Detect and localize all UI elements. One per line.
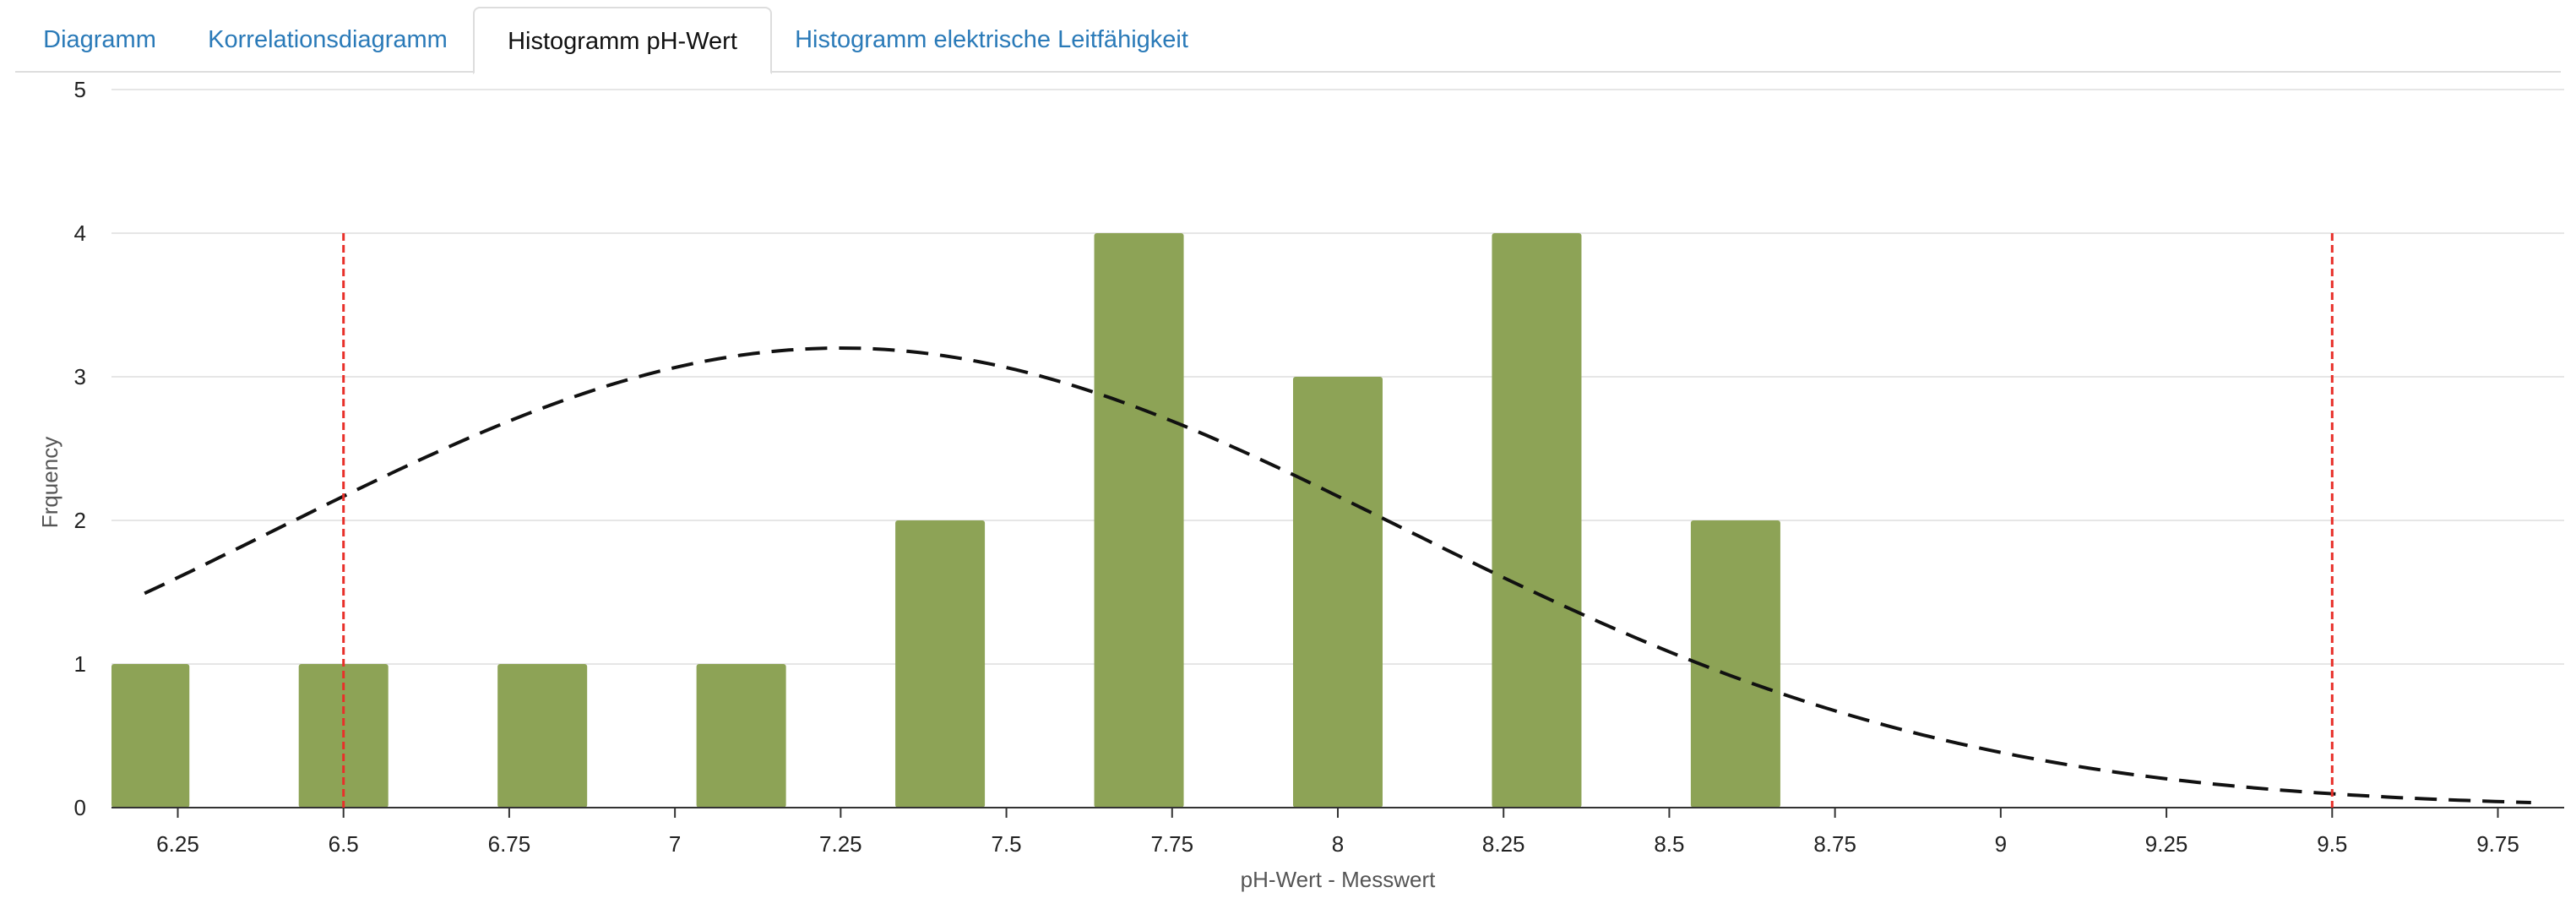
x-axis-title: pH-Wert - Messwert [1241,867,1436,892]
x-tick-label: 8 [1332,831,1344,857]
tab-diagramm[interactable]: Diagramm [43,26,156,53]
x-tick-label: 8.75 [1813,831,1856,857]
y-axis-title: Frquency [37,437,62,528]
x-tick-label: 9.75 [2476,831,2519,857]
x-tick-label: 6.75 [488,831,531,857]
normal-distribution-curve [144,346,2531,804]
x-tick-label: 8.5 [1654,831,1684,857]
x-tick-label: 9 [1995,831,2007,857]
y-tick-label: 0 [74,795,86,820]
x-tick-label: 7.5 [991,831,1021,857]
tab-korrelationsdiagramm[interactable]: Korrelationsdiagramm [208,26,448,53]
histogram-bar [1690,520,1780,808]
x-tick-label: 7 [669,831,681,857]
y-tick-label: 1 [74,651,86,677]
y-tick-label: 5 [74,77,86,102]
y-tick-label: 4 [74,220,86,246]
histogram-bar [1293,377,1383,808]
histogram-bar [1094,233,1184,808]
histogram-bar [895,520,986,808]
x-tick-label: 9.5 [2317,831,2347,857]
tab-bar: Diagramm Korrelationsdiagramm Histogramm… [15,0,2561,74]
histogram-bar [696,664,786,808]
x-tick-label: 7.25 [819,831,862,857]
x-tick-label: 8.25 [1482,831,1525,857]
y-tick-label: 3 [74,364,86,389]
y-tick-label: 2 [74,508,86,533]
x-tick-label: 9.25 [2145,831,2188,857]
histogram-bar [1492,233,1582,808]
histogram-bar [111,664,190,808]
x-tick-label: 6.25 [156,831,199,857]
x-tick-label: 6.5 [329,831,359,857]
x-tick-label: 7.75 [1150,831,1193,857]
tab-histogramm-ph-wert[interactable]: Histogramm pH-Wert [473,7,772,74]
histogram-bar [497,664,588,808]
tab-histogramm-elektrische-leitfaehigkeit[interactable]: Histogramm elektrische Leitfähigkeit [795,26,1188,53]
